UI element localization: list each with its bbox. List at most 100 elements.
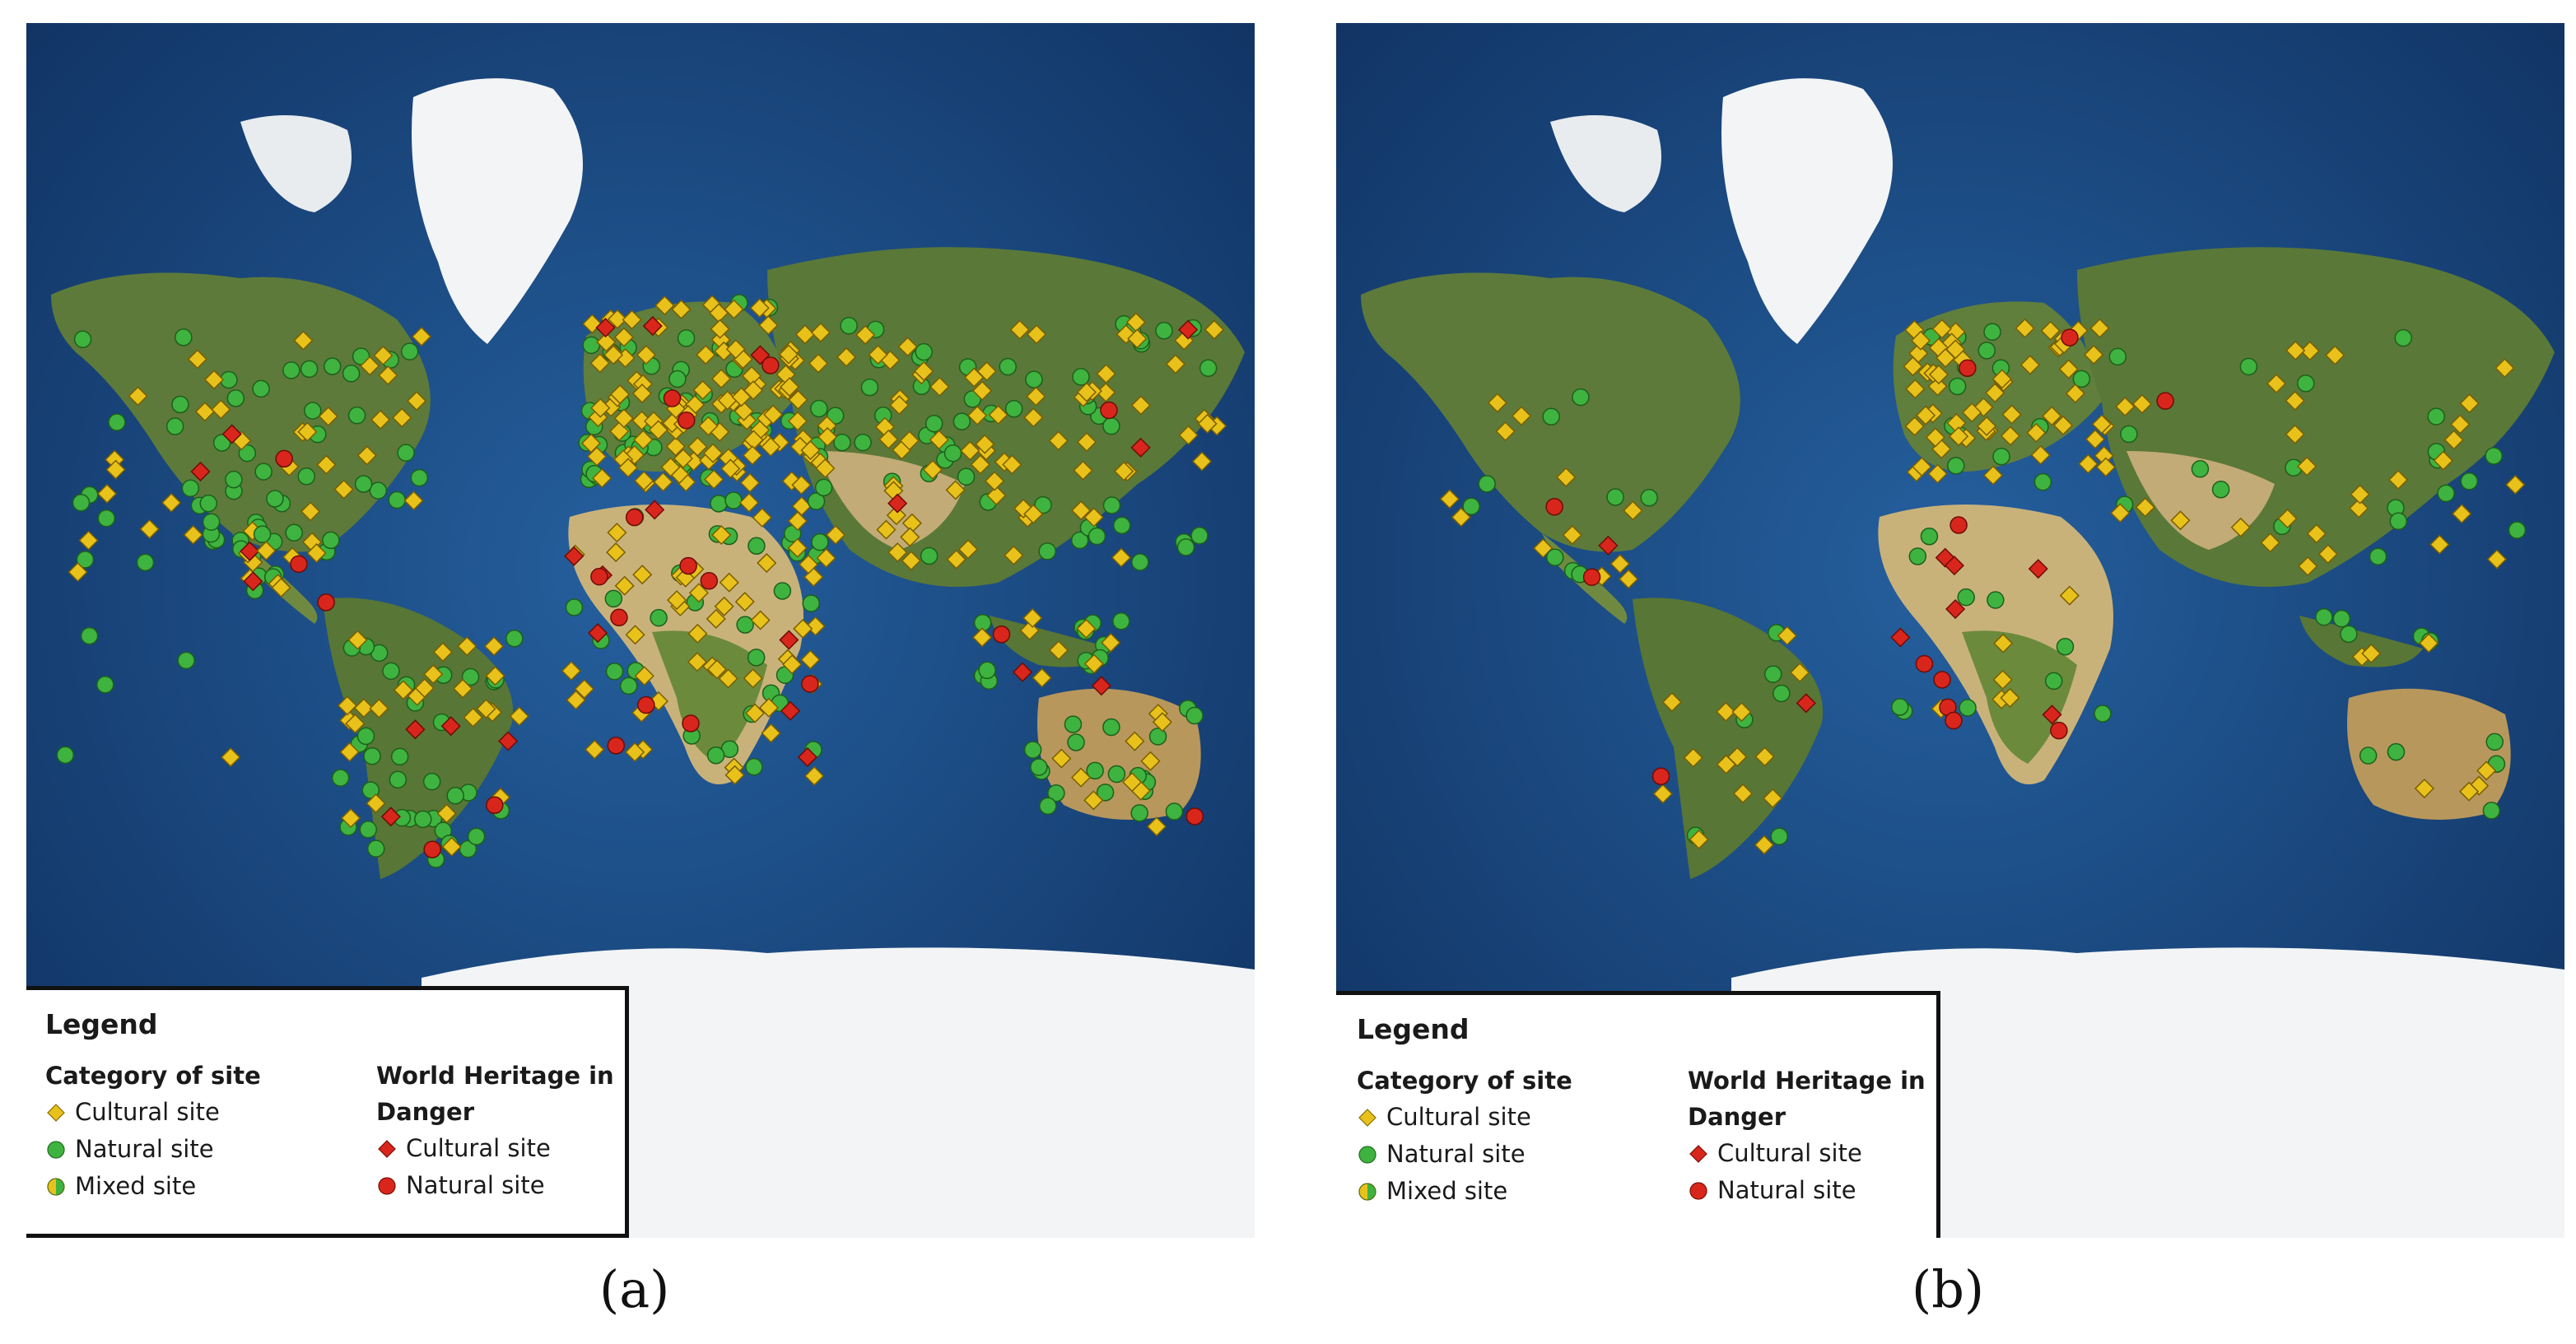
natural-site-marker — [1572, 388, 1590, 407]
cultural-site-marker — [622, 309, 642, 330]
natural-site-marker — [389, 770, 408, 789]
natural-site-marker — [745, 757, 763, 776]
cultural-site-marker — [345, 714, 366, 734]
natural-site-marker — [802, 594, 820, 612]
cultural-site-marker — [780, 377, 800, 398]
danger-cultural-site-marker — [405, 719, 426, 740]
yellow-diamond-icon — [1358, 1108, 1377, 1127]
cultural-site-marker — [810, 322, 831, 343]
cultural-site-marker — [900, 527, 920, 547]
natural-site-marker — [2437, 484, 2455, 503]
cultural-site-marker — [1152, 712, 1172, 732]
danger-cultural-site-marker — [588, 623, 608, 644]
cultural-site-marker — [704, 469, 724, 490]
natural-site-marker — [1102, 718, 1120, 737]
natural-site-marker — [225, 470, 243, 489]
natural-site-marker — [72, 493, 91, 512]
cultural-site-marker — [761, 723, 781, 743]
cultural-site-marker — [886, 505, 906, 526]
cultural-site-marker — [1146, 816, 1167, 837]
cultural-site-marker — [607, 309, 628, 329]
legend-item-label: Cultural site — [406, 1134, 551, 1162]
natural-site-marker — [1004, 399, 1023, 418]
natural-site-marker — [1112, 612, 1130, 630]
natural-site-marker — [1640, 489, 1658, 507]
natural-site-marker — [810, 399, 828, 418]
natural-site-marker — [171, 395, 189, 414]
cultural-site-marker — [878, 429, 899, 449]
natural-site-marker — [2485, 732, 2504, 751]
danger-natural-site-marker — [486, 796, 504, 814]
natural-site-marker — [254, 463, 273, 481]
cultural-site-marker — [1083, 653, 1105, 674]
legend-item-label: Cultural site — [1386, 1103, 1531, 1131]
natural-site-marker — [1155, 322, 1173, 340]
cultural-site-marker — [702, 443, 724, 463]
cultural-site-marker — [1111, 547, 1131, 568]
danger-cultural-site-marker — [240, 541, 260, 561]
cultural-site-marker — [698, 416, 719, 436]
natural-site-marker — [999, 357, 1017, 376]
cultural-site-marker — [1076, 618, 1097, 639]
cultural-site-marker — [561, 661, 581, 681]
cultural-site-marker — [592, 467, 613, 489]
cultural-site-marker — [636, 345, 656, 365]
cultural-site-marker — [673, 449, 693, 469]
cultural-site-marker — [2260, 532, 2280, 553]
cultural-site-marker — [183, 524, 203, 545]
cultural-site-marker — [625, 625, 645, 645]
legend-item-label: Cultural site — [1717, 1139, 1862, 1167]
cultural-site-marker — [787, 510, 808, 532]
cultural-site-marker — [2486, 549, 2507, 570]
cultural-site-marker — [1048, 640, 1069, 661]
natural-site-marker — [390, 747, 409, 766]
cultural-site-marker — [749, 298, 770, 319]
cultural-site-marker — [2059, 585, 2080, 606]
cultural-site-marker — [2505, 474, 2526, 495]
cultural-site-marker — [2000, 426, 2021, 446]
cultural-site-marker — [293, 330, 314, 351]
cultural-site-marker — [761, 436, 781, 458]
natural-site-marker — [915, 342, 933, 361]
cultural-site-marker — [654, 295, 675, 316]
cultural-site-marker — [139, 519, 160, 539]
cultural-site-marker — [353, 698, 374, 719]
legend-item-danger-natural: Natural site — [376, 1167, 623, 1204]
danger-natural-site-marker — [590, 567, 608, 586]
cultural-site-marker — [800, 649, 821, 670]
cultural-site-marker — [1992, 669, 2013, 690]
natural-site-marker — [2485, 447, 2503, 465]
cultural-site-marker — [793, 618, 813, 639]
cultural-site-marker — [585, 739, 605, 760]
natural-site-marker — [56, 746, 75, 765]
cultural-site-marker — [194, 402, 215, 422]
cultural-site-marker — [1114, 461, 1134, 481]
cultural-site-marker — [339, 742, 360, 762]
danger-natural-site-marker — [2156, 392, 2174, 410]
danger-cultural-site-marker — [190, 461, 211, 482]
cultural-site-marker — [984, 471, 1005, 491]
cultural-site-marker — [128, 386, 148, 407]
natural-site-marker — [108, 413, 126, 431]
cultural-site-marker — [762, 404, 784, 425]
natural-site-marker — [1148, 728, 1167, 746]
cultural-site-marker — [1977, 416, 1997, 436]
natural-site-marker — [2033, 472, 2052, 491]
natural-site-marker — [1770, 827, 1789, 846]
natural-site-marker — [382, 662, 400, 681]
danger-cultural-site-marker — [780, 700, 801, 721]
cultural-site-marker — [1451, 507, 1471, 528]
cultural-site-marker — [738, 492, 759, 513]
cultural-site-marker — [316, 454, 337, 475]
cultural-site-marker — [653, 472, 673, 492]
natural-site-marker — [2044, 672, 2063, 691]
cultural-site-marker — [1122, 772, 1143, 793]
cultural-site-marker — [297, 421, 318, 442]
cultural-site-marker — [2452, 504, 2472, 524]
cultural-site-marker — [1905, 379, 1926, 399]
cultural-site-marker — [1116, 324, 1136, 345]
danger-natural-site-marker — [317, 593, 335, 612]
danger-cultural-site-marker — [440, 716, 461, 737]
danger-natural-site-marker — [625, 508, 644, 527]
cultural-site-marker — [988, 405, 1009, 426]
